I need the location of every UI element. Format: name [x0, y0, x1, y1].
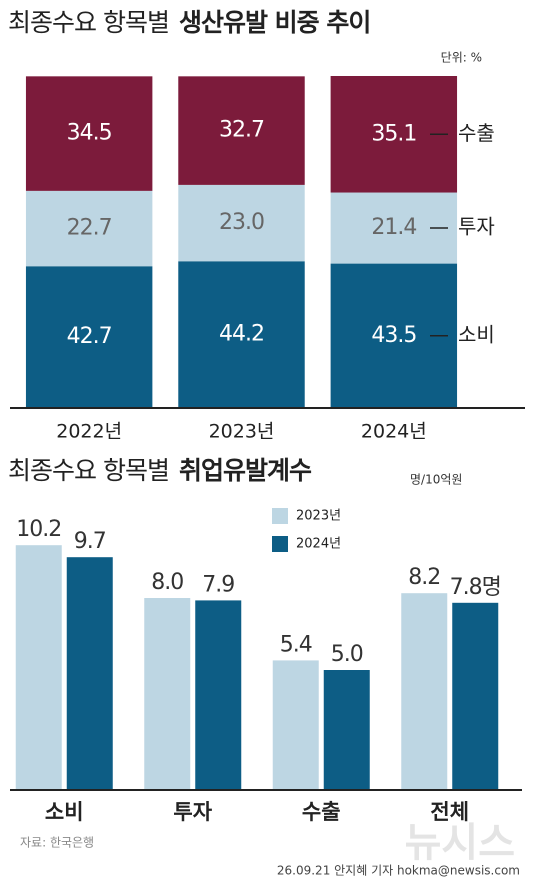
value-label: 8.0	[151, 570, 183, 595]
bar-segment	[178, 76, 305, 185]
credit: 26.09.21 안지혜 기자 hokma@newsis.com	[277, 864, 520, 878]
chart-title: 최종수요 항목별 취업유발계수	[8, 456, 312, 485]
bar-segment	[25, 190, 153, 267]
chart-title: 최종수요 항목별 생산유발 비중 추이	[8, 8, 370, 37]
value-label: 21.4	[371, 215, 416, 240]
bar	[323, 670, 370, 790]
x-tick-label: 2023년	[209, 421, 275, 443]
bar	[272, 660, 319, 790]
value-label: 8.2	[408, 565, 440, 590]
bar	[452, 602, 499, 790]
legend-label: 2024년	[296, 537, 341, 552]
bar-segment	[178, 184, 305, 262]
legend-swatch	[272, 508, 288, 524]
value-label: 9.7	[74, 529, 106, 554]
bar-segment	[178, 261, 305, 408]
value-label: 7.9	[202, 572, 234, 597]
x-tick-label: 2022년	[56, 421, 122, 443]
bar	[15, 545, 62, 790]
watermark: 뉴시스	[405, 820, 515, 866]
value-label: 35.1	[371, 121, 416, 146]
title-emphasis: 생산유발 비중 추이	[179, 8, 370, 37]
legend-swatch	[272, 536, 288, 552]
x-tick-label: 2024년	[361, 421, 427, 443]
value-label: 5.0	[331, 642, 363, 667]
bar	[66, 557, 113, 790]
value-label: 34.5	[67, 121, 112, 146]
x-tick-label: 소비	[45, 800, 84, 824]
bar-segment	[25, 266, 153, 408]
unit-label: 명/10억원	[410, 473, 462, 487]
x-tick-label: 수출	[302, 800, 341, 824]
title-text: 최종수요 항목별	[8, 456, 169, 485]
value-label: 32.7	[219, 118, 264, 143]
legend-label: 투자	[458, 215, 495, 239]
value-label: 7.8명	[450, 575, 501, 600]
value-label: 43.5	[371, 323, 416, 348]
x-tick-label: 전체	[430, 800, 469, 824]
bar	[195, 600, 242, 790]
value-label: 23.0	[219, 210, 264, 235]
title-emphasis: 취업유발계수	[179, 456, 312, 485]
unit-label: 단위: %	[441, 51, 482, 65]
source: 자료: 한국은행	[20, 835, 94, 850]
legend-label: 수출	[458, 121, 495, 145]
title-text: 최종수요 항목별	[8, 8, 169, 37]
bar-segment	[25, 76, 153, 191]
x-tick-label: 투자	[173, 800, 212, 824]
legend-label: 2023년	[296, 509, 341, 524]
legend-label: 소비	[458, 322, 495, 346]
value-label: 5.4	[280, 632, 312, 657]
value-label: 42.7	[67, 324, 112, 349]
bar	[401, 593, 448, 790]
bar	[144, 598, 191, 790]
value-label: 22.7	[67, 216, 112, 241]
value-label: 10.2	[16, 517, 61, 542]
value-label: 44.2	[219, 322, 264, 347]
